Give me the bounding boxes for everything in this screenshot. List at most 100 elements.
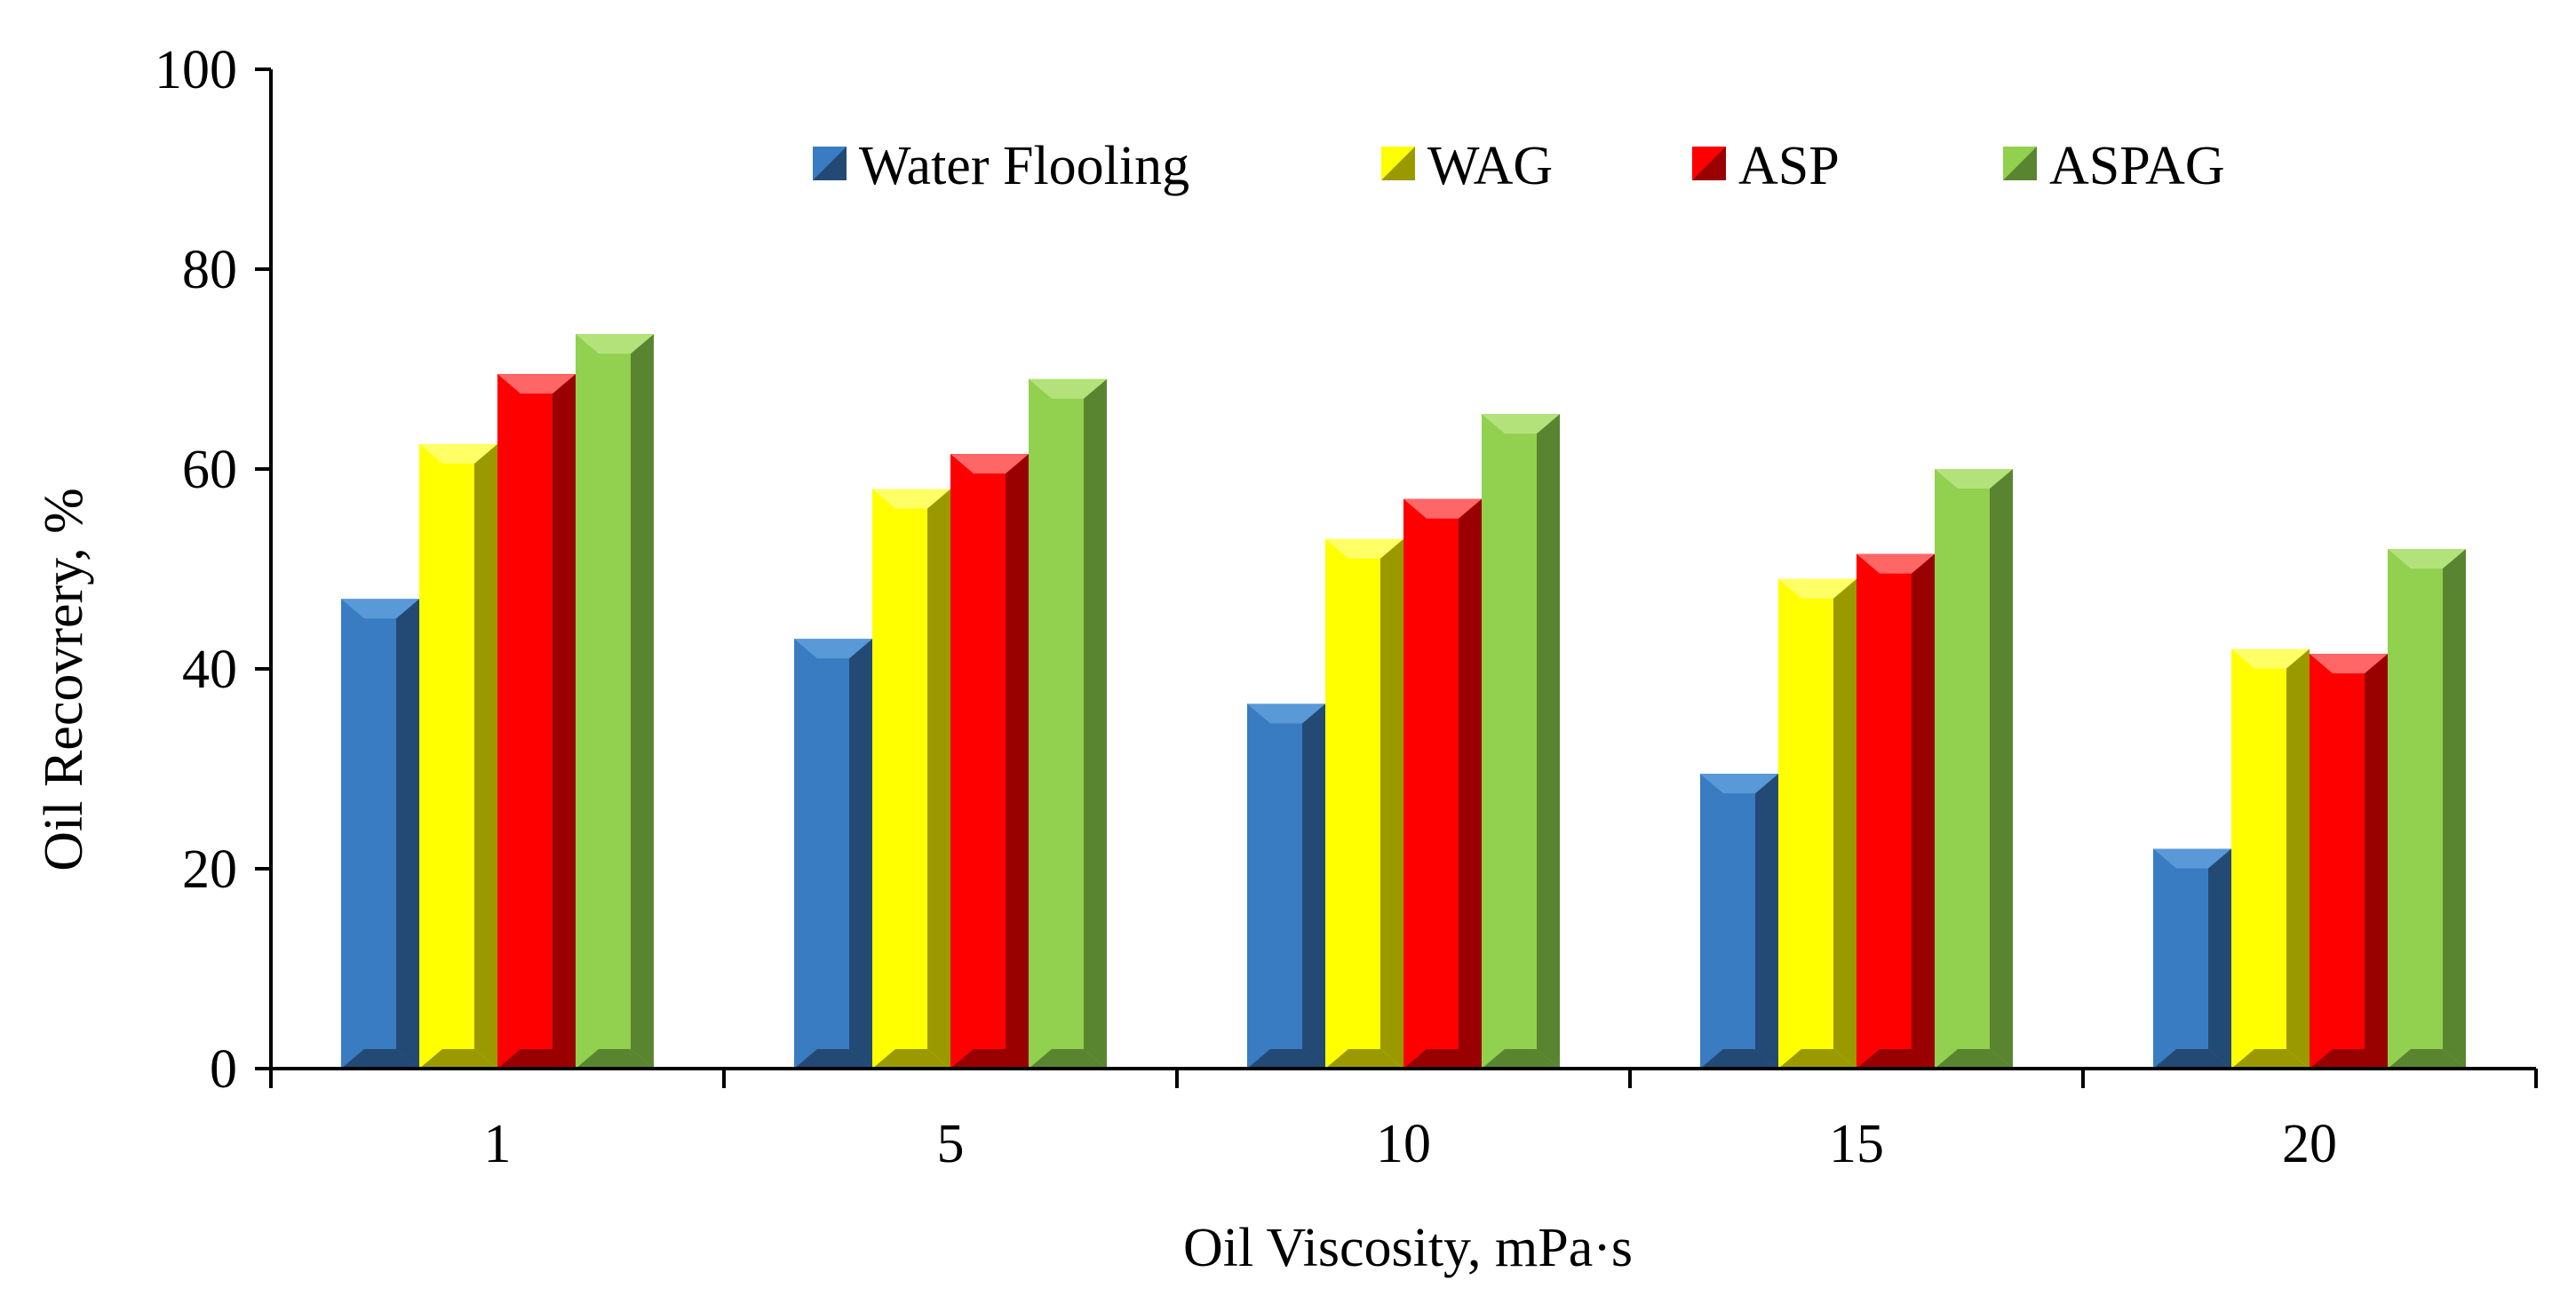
legend-label: ASPAG [2049, 136, 2225, 196]
bar [1325, 538, 1403, 1069]
bar-side [631, 334, 654, 1069]
bar [1029, 378, 1107, 1069]
bar-top [2231, 648, 2310, 669]
x-axis-title: Oil Viscosity, mPa·s [1183, 1218, 1633, 1278]
bar-side [1084, 378, 1107, 1069]
y-tick-label: 60 [182, 440, 237, 500]
bar-side [1537, 414, 1560, 1069]
bar [950, 454, 1029, 1069]
bar-base [1778, 1049, 1856, 1069]
legend-item: WAG [1381, 136, 1553, 196]
bar [341, 599, 419, 1069]
bar-top [1778, 578, 1856, 599]
bar-top [1700, 774, 1778, 794]
bar-base [1700, 1049, 1778, 1069]
bar-side [2286, 648, 2310, 1069]
bar [1403, 498, 1482, 1069]
bar-top [1029, 378, 1107, 399]
bar-top [419, 443, 497, 464]
bar-base [2388, 1049, 2466, 1069]
y-tick-label: 80 [182, 240, 237, 300]
bar-top [1403, 498, 1482, 519]
x-tick-label: 15 [1829, 1114, 1884, 1174]
bar-base [2153, 1049, 2231, 1069]
bar [497, 374, 576, 1069]
bar-base [1029, 1049, 1107, 1069]
bar-base [497, 1049, 576, 1069]
legend-item: ASPAG [2003, 136, 2225, 196]
bar-side [1912, 553, 1935, 1069]
bar-top [1935, 469, 2013, 489]
legend-item: ASP [1692, 136, 1840, 196]
bar-side [849, 639, 872, 1069]
bar-side [2208, 848, 2231, 1069]
bar-top [1247, 704, 1325, 724]
bar-top [2310, 654, 2388, 674]
bar-side [553, 374, 576, 1069]
bar-side [1755, 774, 1778, 1069]
legend-swatch-shade [1381, 147, 1415, 180]
y-axis-title: Oil Recovrery, % [34, 488, 94, 871]
y-tick-label: 100 [155, 40, 237, 100]
bar-side [396, 599, 419, 1069]
legend-label: ASP [1738, 136, 1840, 196]
bar-top [1325, 538, 1403, 559]
bar-top [872, 489, 950, 509]
x-tick-label: 10 [1376, 1114, 1431, 1174]
bar [1856, 553, 1935, 1069]
x-tick-label: 20 [2282, 1114, 2337, 1174]
bar-side [1302, 704, 1325, 1069]
bar-base [794, 1049, 872, 1069]
bar-top [341, 599, 419, 619]
bar-base [419, 1049, 497, 1069]
bar-top [2153, 848, 2231, 869]
x-tick-label: 1 [484, 1114, 512, 1174]
bar-side [1380, 538, 1403, 1069]
x-tick-label: 5 [937, 1114, 965, 1174]
bar [2310, 654, 2388, 1069]
bar-top [950, 454, 1029, 474]
bar-base [872, 1049, 950, 1069]
bar-base [950, 1049, 1029, 1069]
legend-swatch-shade [2003, 147, 2037, 180]
legend-item: Water Flooling [813, 136, 1189, 196]
bar [1935, 469, 2013, 1069]
bar [1247, 704, 1325, 1069]
legend-label: Water Flooling [859, 136, 1189, 196]
plot-area [341, 334, 2466, 1069]
bar [1482, 414, 1560, 1069]
bar-side [2443, 549, 2466, 1069]
bar-side [1990, 469, 2013, 1069]
y-tick-label: 0 [210, 1039, 237, 1100]
bar-top [576, 334, 654, 354]
bar-base [341, 1049, 419, 1069]
bar [794, 639, 872, 1069]
bar [576, 334, 654, 1069]
bar-top [1482, 414, 1560, 434]
bar-side [1006, 454, 1029, 1069]
bar [2153, 848, 2231, 1069]
bar-side [927, 489, 950, 1069]
y-tick-label: 40 [182, 640, 237, 700]
bar-base [1325, 1049, 1403, 1069]
bar-side [2365, 654, 2388, 1069]
bar-top [2388, 549, 2466, 569]
bar-base [1935, 1049, 2013, 1069]
bar [419, 443, 497, 1069]
bar [2388, 549, 2466, 1069]
bar-base [1403, 1049, 1482, 1069]
bar-base [576, 1049, 654, 1069]
bar-base [2231, 1049, 2310, 1069]
bar-top [794, 639, 872, 659]
bar [1700, 774, 1778, 1069]
bar-side [474, 443, 497, 1069]
bar [1778, 578, 1856, 1069]
bar-base [1482, 1049, 1560, 1069]
legend: Water Flooling WAG ASP ASPAG [813, 136, 2225, 196]
bar-base [1247, 1049, 1325, 1069]
bar-base [1856, 1049, 1935, 1069]
y-tick-label: 20 [182, 839, 237, 900]
bar-base [2310, 1049, 2388, 1069]
